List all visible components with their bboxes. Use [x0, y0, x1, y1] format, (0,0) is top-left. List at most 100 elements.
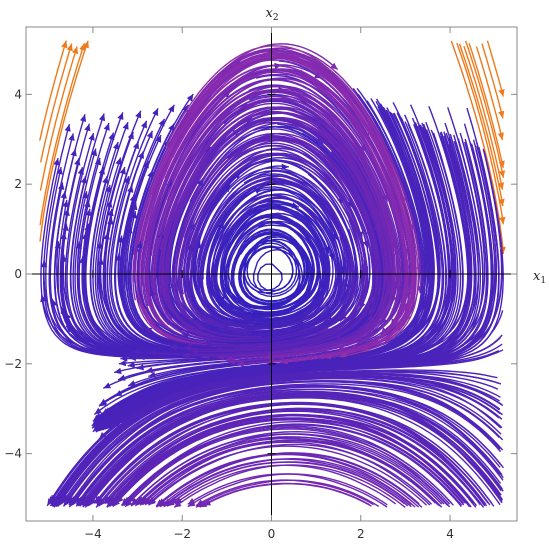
- streamline-arrowhead: [121, 498, 129, 506]
- streamline: [160, 110, 386, 353]
- streamline-arrowhead: [299, 347, 307, 354]
- y-tick-label: −2: [4, 357, 22, 371]
- streamline: [450, 40, 504, 255]
- streamline-arrowhead: [328, 252, 335, 261]
- streamline-arrowhead: [117, 112, 124, 120]
- streamline: [127, 428, 451, 508]
- streamline-arrowhead: [498, 89, 505, 97]
- streamline: [150, 85, 400, 351]
- streamline-arrowhead: [168, 104, 175, 113]
- streamline: [172, 178, 340, 333]
- streamline-arrowhead: [66, 43, 73, 52]
- streamline: [180, 148, 364, 351]
- streamline: [166, 461, 405, 507]
- streamline: [475, 46, 504, 141]
- streamline: [456, 42, 504, 225]
- streamline: [148, 443, 433, 506]
- streamline-arrowhead: [65, 312, 72, 321]
- streamline-arrowhead: [66, 494, 74, 503]
- streamline: [223, 207, 330, 308]
- streamline-arrowhead: [105, 496, 113, 504]
- x-tick-label: 0: [268, 527, 276, 541]
- streamline-arrowhead: [144, 327, 153, 334]
- streamline: [148, 445, 427, 506]
- streamline: [39, 43, 86, 226]
- streamline-arrowhead: [380, 327, 388, 335]
- streamline-arrowhead: [113, 142, 119, 150]
- streamline-arrowhead: [498, 110, 505, 119]
- streamline: [57, 376, 502, 507]
- streamline: [62, 377, 502, 503]
- streamline-arrowhead: [82, 40, 89, 49]
- streamline: [162, 64, 409, 359]
- streamline-arrowhead: [149, 349, 157, 356]
- streamline-arrowhead: [84, 123, 91, 132]
- streamline: [118, 93, 394, 365]
- streamline-arrowhead: [148, 496, 156, 504]
- streamline-arrowhead: [145, 367, 153, 374]
- streamline: [166, 121, 382, 343]
- y-tick-label: 4: [14, 87, 22, 101]
- streamline: [71, 385, 504, 506]
- streamline: [81, 392, 504, 504]
- streamline-arrowhead: [118, 374, 126, 381]
- streamline-arrowhead: [79, 43, 86, 51]
- streamline: [98, 110, 384, 354]
- streamline: [486, 40, 504, 97]
- streamline-arrowhead: [497, 132, 504, 140]
- streamline: [162, 111, 392, 342]
- streamline-arrowhead: [498, 160, 505, 168]
- streamline-arrowhead: [169, 344, 177, 351]
- x-axis-label: x1: [533, 269, 546, 286]
- streamline-arrowhead: [119, 167, 126, 175]
- streamline: [121, 150, 504, 421]
- streamline-arrowhead: [103, 123, 110, 131]
- streamline: [150, 89, 399, 345]
- streamline-arrowhead: [116, 495, 124, 503]
- y-axis-label: x2: [266, 6, 279, 23]
- streamline: [144, 142, 368, 348]
- streamline: [75, 388, 504, 505]
- streamline-arrowhead: [90, 148, 98, 157]
- streamline-arrowhead: [337, 345, 345, 352]
- streamline-arrowhead: [311, 346, 319, 353]
- y-tick-label: 0: [14, 267, 22, 281]
- streamline: [95, 121, 445, 431]
- streamline-arrowhead: [80, 114, 87, 122]
- streamline-arrowhead: [152, 108, 158, 116]
- x-tick-label: −4: [84, 527, 102, 541]
- x-tick-label: 4: [446, 527, 454, 541]
- streamline: [141, 69, 412, 312]
- streamline: [96, 403, 488, 507]
- streamline-arrowhead: [316, 353, 324, 360]
- x-tick-label: −2: [173, 527, 191, 541]
- streamline-arrowhead: [186, 94, 194, 102]
- streamline-arrowhead: [190, 348, 198, 355]
- streamline-arrowhead: [263, 353, 271, 360]
- streamline-arrowhead: [137, 496, 145, 504]
- streamline-arrowhead: [158, 498, 166, 506]
- streamline-arrowhead: [82, 495, 89, 504]
- streamline-arrowhead: [142, 497, 150, 505]
- streamline-arrowhead: [66, 325, 74, 333]
- streamline: [144, 52, 417, 343]
- streamline-arrowhead: [305, 354, 313, 361]
- streamline-arrowhead: [136, 364, 144, 371]
- streamline-arrowhead: [40, 294, 47, 303]
- streamline: [183, 102, 390, 357]
- streamline: [464, 40, 505, 178]
- streamline-arrowhead: [217, 221, 224, 230]
- streamline-arrowhead: [155, 135, 162, 143]
- streamline-arrowhead: [498, 170, 506, 178]
- streamline: [149, 178, 348, 341]
- streamline-arrowhead: [57, 499, 65, 507]
- streamline-arrowhead: [497, 182, 505, 190]
- streamline-arrowhead: [320, 346, 328, 353]
- streamline-arrowhead: [167, 499, 175, 507]
- streamline-arrowhead: [116, 416, 125, 424]
- streamlines: [39, 40, 506, 508]
- streamline: [97, 112, 439, 427]
- streamline-arrowhead: [72, 497, 80, 505]
- streamline: [195, 174, 354, 345]
